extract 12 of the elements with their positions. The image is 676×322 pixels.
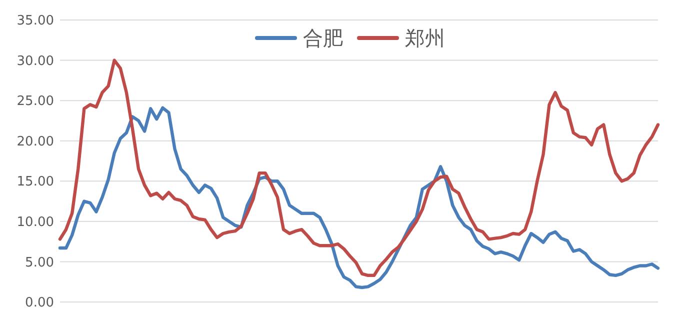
y-tick-label: 5.00 (25, 255, 54, 270)
legend-label: 合肥 (303, 26, 343, 50)
y-tick-label: 30.00 (16, 54, 54, 69)
y-tick-label: 10.00 (16, 214, 54, 230)
y-tick-label: 15.00 (16, 174, 54, 190)
y-tick-label: 25.00 (16, 94, 54, 110)
y-tick-label: 20.00 (16, 134, 54, 150)
y-tick-label: 35.00 (16, 14, 54, 29)
line-series (58, 58, 660, 278)
y-tick-label: 0.00 (25, 296, 54, 311)
line-series (58, 106, 660, 290)
legend-label: 郑州 (405, 26, 445, 50)
